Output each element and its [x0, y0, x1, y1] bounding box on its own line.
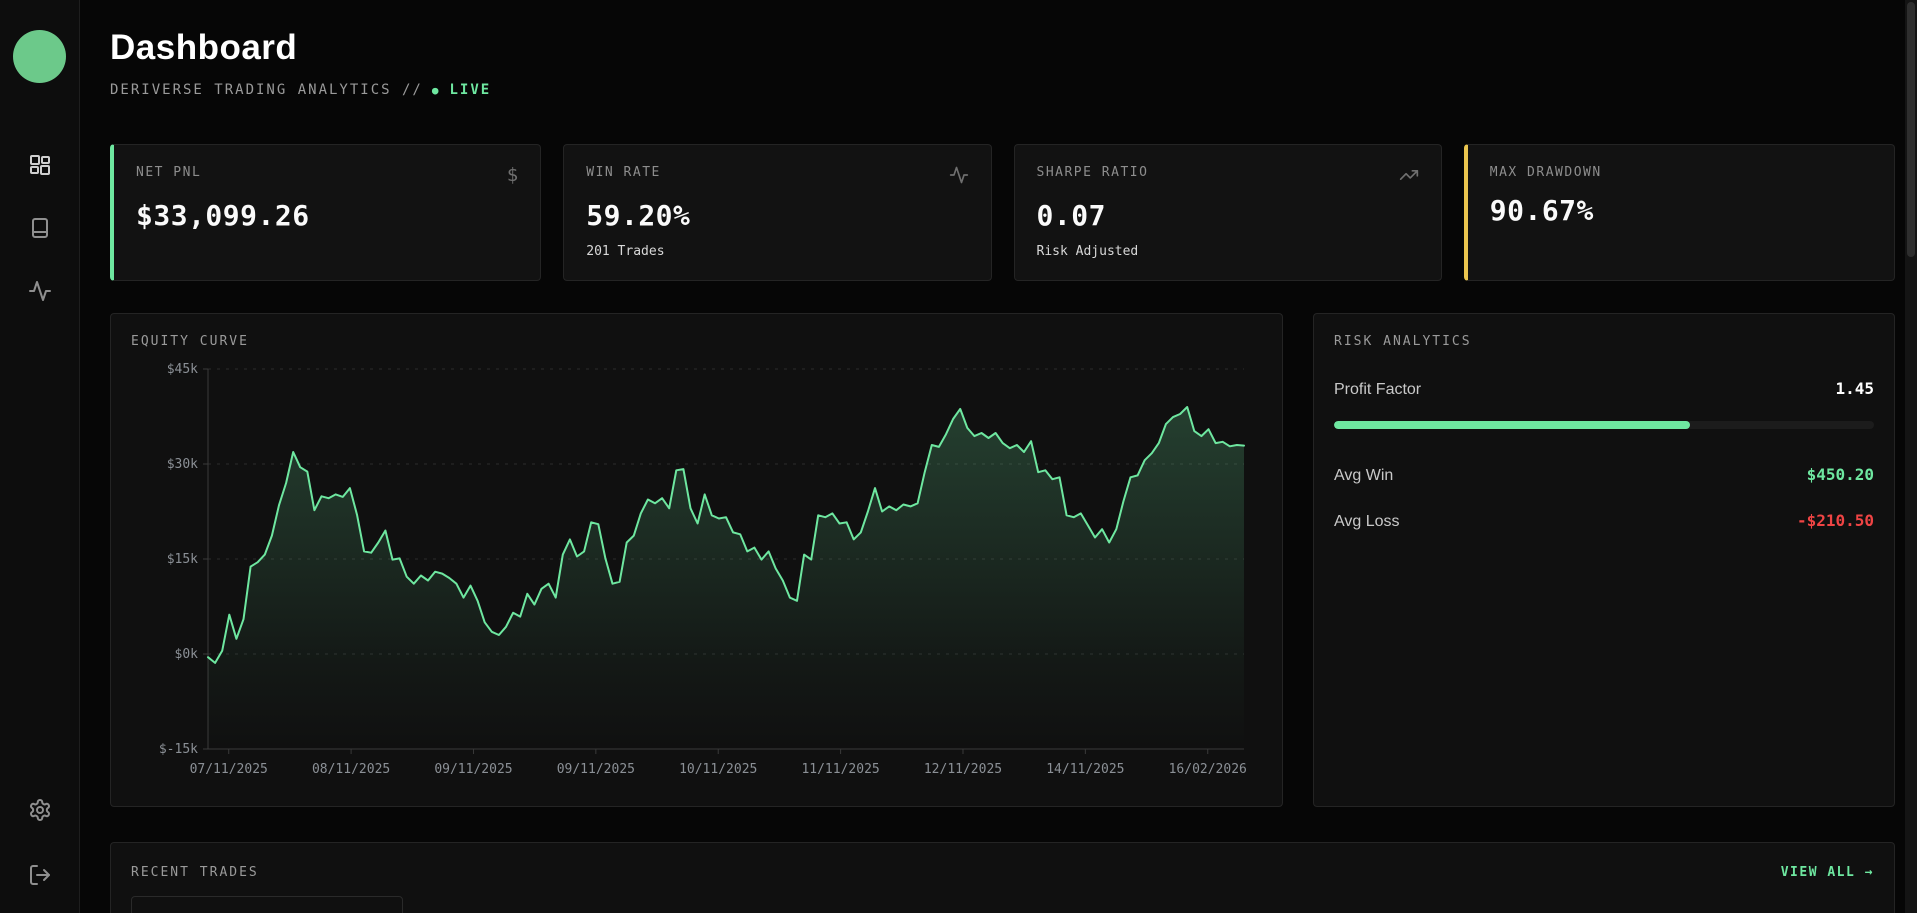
kpi-card-sharpe-ratio: SHARPE RATIO 0.07 Risk Adjusted [1013, 144, 1442, 281]
logout-icon [29, 865, 50, 885]
risk-analytics-panel: RISK ANALYTICS Profit Factor 1.45 Avg Wi… [1313, 313, 1895, 807]
activity-pulse-icon [28, 281, 51, 301]
gear-icon [29, 799, 50, 821]
kpi-value: 90.67% [1489, 194, 1594, 227]
kpi-label: MAX DRAWDOWN [1489, 165, 1602, 180]
profit-factor-progress-track [1334, 421, 1874, 429]
kpi-label: WIN RATE [586, 165, 661, 180]
svg-text:$-15k: $-15k [159, 742, 198, 757]
sidebar-item-logout[interactable] [28, 863, 52, 887]
kpi-sub: Risk Adjusted [1036, 244, 1139, 259]
sidebar-item-dashboard[interactable] [28, 153, 52, 177]
svg-text:$15k: $15k [167, 552, 198, 567]
trending-up-icon [1399, 165, 1419, 185]
live-status-label: LIVE [449, 82, 492, 98]
dashboard-grid-icon [29, 155, 50, 175]
equity-chart-wrap: $45k $30k $15k $0k $-15k 07/11/2025 08/11/2025… [131, 355, 1262, 799]
avg-loss-label: Avg Loss [1334, 513, 1400, 530]
sidebar-item-settings[interactable] [28, 798, 52, 822]
scrollbar-thumb[interactable] [1907, 2, 1915, 257]
kpi-value: $33,099.26 [136, 199, 310, 232]
activity-icon [949, 165, 969, 185]
avg-loss-row: Avg Loss -$210.50 [1334, 511, 1874, 531]
live-status-dot-icon: ● [431, 83, 441, 97]
svg-text:10/11/2025: 10/11/2025 [679, 762, 757, 777]
sidebar-item-analytics[interactable] [28, 279, 52, 303]
avg-win-row: Avg Win $450.20 [1334, 465, 1874, 485]
kpi-card-max-drawdown: MAX DRAWDOWN 90.67% [1463, 144, 1895, 281]
kpi-card-win-rate: WIN RATE 59.20% 201 Trades [563, 144, 992, 281]
subtitle-text: DERIVERSE TRADING ANALYTICS // [110, 82, 423, 98]
kpi-sub: 201 Trades [586, 244, 665, 259]
svg-text:16/02/2026: 16/02/2026 [1169, 762, 1247, 777]
kpi-label: NET PNL [136, 165, 202, 180]
equity-curve-panel: EQUITY CURVE $45k $30k $15k $0k $-15k 07/11/2… [110, 313, 1283, 807]
svg-text:$30k: $30k [167, 457, 198, 472]
svg-text:$0k: $0k [175, 647, 199, 662]
equity-curve-chart: $45k $30k $15k $0k $-15k 07/11/2025 08/11/2025… [159, 362, 1247, 777]
svg-text:08/11/2025: 08/11/2025 [312, 762, 390, 777]
dollar-icon: $ [506, 164, 519, 186]
kpi-card-net-pnl: NET PNL $ $33,099.26 [110, 144, 542, 281]
main-content: Dashboard DERIVERSE TRADING ANALYTICS //… [80, 0, 1917, 913]
svg-text:12/11/2025: 12/11/2025 [924, 762, 1002, 777]
kpi-value: 0.07 [1036, 199, 1106, 232]
svg-text:$45k: $45k [167, 362, 198, 377]
profit-factor-progress-fill [1334, 421, 1691, 429]
journal-book-icon [31, 218, 48, 238]
sidebar-nav [28, 153, 52, 303]
recent-trades-panel: RECENT TRADES VIEW ALL → [110, 842, 1895, 913]
svg-text:09/11/2025: 09/11/2025 [434, 762, 512, 777]
profit-factor-value: 1.45 [1835, 379, 1874, 398]
page-subtitle: DERIVERSE TRADING ANALYTICS // ● LIVE [110, 82, 1895, 98]
avg-loss-value: -$210.50 [1796, 511, 1874, 530]
svg-text:09/11/2025: 09/11/2025 [557, 762, 635, 777]
trades-filter-stub[interactable] [131, 896, 403, 913]
avg-win-value: $450.20 [1806, 465, 1874, 484]
risk-analytics-title: RISK ANALYTICS [1334, 334, 1472, 349]
view-all-link[interactable]: VIEW ALL → [1780, 865, 1874, 880]
page-title: Dashboard [110, 28, 298, 67]
middle-row: EQUITY CURVE $45k $30k $15k $0k $-15k 07/11/2… [110, 313, 1895, 807]
avg-win-label: Avg Win [1334, 467, 1394, 484]
sidebar-item-journal[interactable] [28, 216, 52, 240]
app-logo[interactable] [13, 30, 66, 83]
recent-trades-title: RECENT TRADES [131, 865, 259, 880]
svg-text:07/11/2025: 07/11/2025 [190, 762, 268, 777]
equity-curve-title: EQUITY CURVE [131, 334, 249, 349]
sidebar [0, 0, 80, 913]
profit-factor-row: Profit Factor 1.45 [1334, 379, 1874, 399]
page-scrollbar[interactable] [1905, 0, 1917, 913]
kpi-value: 59.20% [586, 199, 691, 232]
kpi-row: NET PNL $ $33,099.26 WIN RATE 59.20% 201… [110, 144, 1895, 281]
kpi-label: SHARPE RATIO [1036, 165, 1149, 180]
svg-text:14/11/2025: 14/11/2025 [1046, 762, 1124, 777]
svg-text:11/11/2025: 11/11/2025 [801, 762, 879, 777]
sidebar-bottom [28, 798, 52, 887]
profit-factor-label: Profit Factor [1334, 381, 1422, 398]
